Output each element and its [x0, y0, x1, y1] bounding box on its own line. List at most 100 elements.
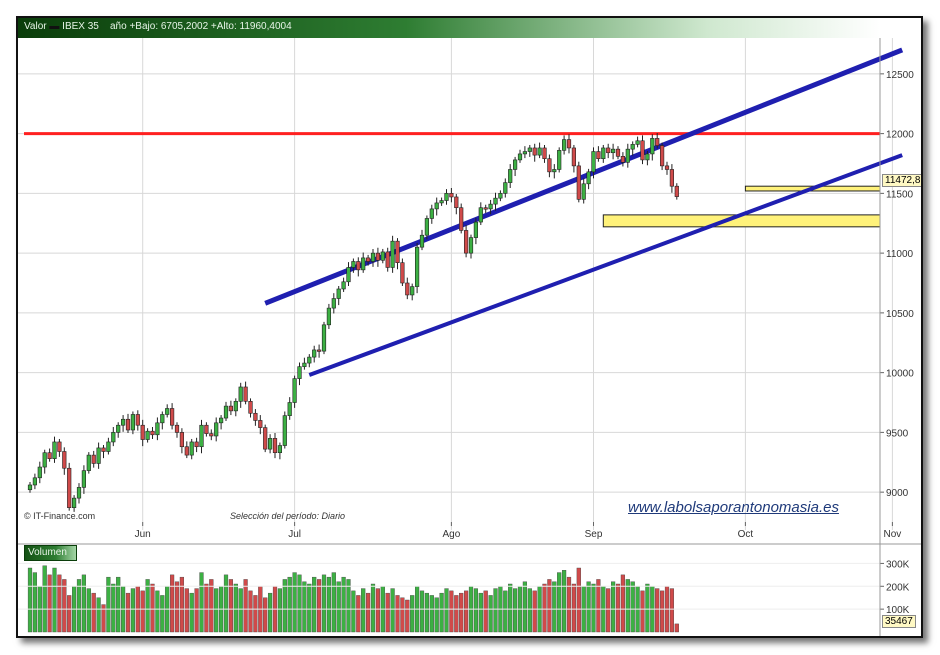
candle-body	[155, 422, 160, 436]
candle-body	[233, 401, 238, 412]
watermark-link[interactable]: www.labolsaporantonomasia.es	[628, 499, 839, 516]
volume-bar	[557, 572, 562, 633]
volume-bar	[586, 581, 591, 633]
candle-body	[81, 470, 86, 488]
candle-body	[243, 386, 248, 402]
volume-bar	[674, 623, 679, 633]
candle-body	[32, 477, 37, 486]
price-tick-label: 12000	[886, 130, 914, 141]
volume-bar	[503, 590, 508, 633]
volume-bar	[464, 590, 469, 633]
volume-bar	[52, 567, 57, 633]
volume-bar	[174, 581, 180, 633]
candle-body	[532, 147, 537, 156]
candle-body	[326, 307, 332, 326]
volume-bar	[410, 595, 415, 633]
volume-bar	[307, 583, 312, 633]
volume-bar	[429, 595, 434, 633]
candle-body	[302, 362, 307, 367]
time-tick-label: Ago	[443, 529, 461, 540]
candle-body	[542, 147, 547, 160]
volume-bar	[522, 581, 527, 633]
candle-body	[361, 257, 366, 271]
volume-bar	[630, 581, 635, 633]
candle-body	[356, 261, 361, 271]
candle-body	[419, 234, 425, 248]
volume-bar	[81, 574, 86, 633]
header-label: Valor	[24, 21, 47, 32]
volume-bar	[204, 583, 209, 633]
volume-bar	[179, 576, 184, 633]
candle-body	[635, 140, 640, 145]
candle-body	[591, 151, 596, 173]
candle-body	[116, 424, 121, 433]
candle-body	[209, 433, 214, 437]
candle-body	[189, 441, 194, 456]
volume-bar	[566, 576, 572, 633]
volume-bar	[606, 588, 611, 633]
candle-body	[512, 159, 518, 170]
candle-body	[125, 418, 131, 431]
source-credit: © IT-Finance.com	[24, 511, 96, 521]
volume-bars	[27, 565, 679, 633]
grid	[18, 38, 893, 530]
volume-bar	[27, 567, 33, 633]
volume-bar	[243, 579, 248, 633]
volume-bar	[527, 588, 532, 633]
volume-bar	[42, 565, 47, 633]
candle-body	[37, 466, 42, 479]
volume-bar	[640, 590, 645, 633]
price-tick-label: 11500	[886, 189, 914, 200]
candle-body	[459, 207, 464, 231]
candle-body	[170, 408, 175, 426]
volume-bar	[390, 588, 395, 633]
candle-body	[375, 252, 381, 261]
candle-body	[615, 148, 621, 157]
candle-body	[650, 138, 655, 155]
volume-bar	[91, 592, 96, 633]
volume-bar	[62, 579, 67, 633]
period-selection[interactable]: Selección del período: Diario	[230, 511, 346, 521]
candle-body	[552, 169, 557, 173]
volume-tick-label: 200K	[886, 582, 910, 593]
volume-bar	[547, 579, 552, 633]
volume-bar	[454, 595, 459, 633]
volume-bar	[473, 588, 478, 633]
candle-body	[561, 139, 567, 151]
volume-bar	[562, 570, 567, 633]
volume-bar	[317, 579, 322, 633]
volume-bar	[405, 599, 410, 633]
price-tick-label: 10500	[886, 309, 914, 320]
volume-bar	[184, 588, 189, 633]
volume-bar	[169, 574, 175, 633]
volume-bar	[47, 574, 52, 633]
chart-header: Valor ▬ IBEX 35 año +Bajo: 6705,2002 +Al…	[18, 18, 880, 38]
volume-bar	[439, 592, 444, 633]
candle-body	[449, 193, 454, 198]
candle-body	[101, 447, 106, 452]
price-tick-label: 12500	[886, 70, 914, 81]
volume-bar	[287, 576, 292, 633]
last-volume-tag: 35467	[882, 615, 916, 628]
volume-bar	[542, 583, 547, 633]
candle-body	[272, 438, 278, 454]
candle-body	[351, 261, 356, 268]
candle-body	[434, 202, 439, 210]
candle-body	[121, 418, 126, 426]
candle-body	[557, 150, 562, 170]
candle-body	[331, 298, 336, 309]
volume-bar	[233, 583, 238, 633]
volume-bar	[331, 572, 336, 633]
candle-body	[336, 288, 341, 299]
volume-bar	[194, 588, 199, 633]
candle-body	[664, 165, 670, 170]
volume-bar	[620, 574, 625, 633]
volume-bar	[326, 576, 331, 633]
volume-bar	[424, 592, 429, 633]
candle-body	[571, 147, 576, 167]
candle-body	[517, 153, 523, 161]
candle-body	[307, 356, 312, 364]
volume-bar	[321, 574, 327, 633]
volume-bar	[625, 579, 630, 633]
candle-body	[405, 282, 410, 296]
